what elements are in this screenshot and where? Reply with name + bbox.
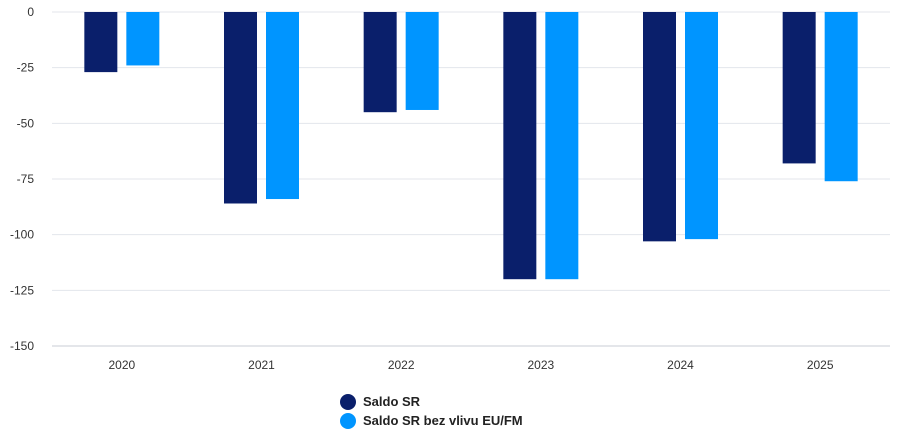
x-tick-label: 2024: [667, 358, 694, 372]
bar-chart: 0-25-50-75-100-125-150 2020 2021 2022 2023 2…: [10, 5, 890, 372]
y-tick-label: -125: [10, 283, 34, 297]
legend-swatch-saldo-sr-bez-vlivu: [340, 412, 356, 429]
x-axis-tick-labels: 2020 2021 2022 2023 2024 2025: [108, 358, 833, 372]
x-tick-label: 2021: [248, 358, 275, 372]
x-tick-label: 2025: [807, 358, 834, 372]
x-tick-label: 2020: [108, 358, 135, 372]
bar-2024-series-1[interactable]: [643, 12, 676, 242]
bar-2021-series-1[interactable]: [224, 12, 257, 204]
bar-2025-series-2[interactable]: [824, 12, 858, 182]
bars: [84, 12, 858, 280]
bar-2023-series-2[interactable]: [545, 12, 579, 280]
legend-label: Saldo SR bez vlivu EU/FM: [363, 413, 523, 428]
legend: Saldo SR Saldo SR bez vlivu EU/FM: [340, 392, 523, 430]
y-tick-label: -25: [17, 61, 35, 75]
legend-label: Saldo SR: [363, 394, 421, 409]
bar-2022-series-1[interactable]: [363, 12, 397, 113]
y-axis-tick-labels: 0 -25 -50 -75 -100 -125 -150: [10, 5, 34, 353]
legend-swatch-saldo-sr: [340, 393, 356, 410]
grid-lines: [52, 11, 890, 291]
bar-2023-series-1[interactable]: [503, 12, 537, 280]
bar-2022-series-2[interactable]: [405, 12, 439, 110]
bar-2020-series-2[interactable]: [126, 12, 160, 66]
x-tick-label: 2022: [388, 358, 415, 372]
bar-2025-series-1[interactable]: [782, 12, 816, 164]
bar-2024-series-2[interactable]: [685, 12, 718, 240]
legend-item-saldo-sr[interactable]: Saldo SR: [340, 392, 523, 411]
y-tick-label: -100: [10, 228, 34, 242]
y-tick-label: -150: [10, 339, 34, 353]
legend-item-saldo-sr-bez-vlivu[interactable]: Saldo SR bez vlivu EU/FM: [340, 411, 523, 430]
x-tick-label: 2023: [527, 358, 554, 372]
y-tick-label: -75: [17, 172, 35, 186]
bar-2021-series-2[interactable]: [266, 12, 299, 200]
bar-2020-series-1[interactable]: [84, 12, 118, 73]
y-tick-label: 0: [27, 5, 34, 19]
y-tick-label: -50: [17, 116, 35, 130]
